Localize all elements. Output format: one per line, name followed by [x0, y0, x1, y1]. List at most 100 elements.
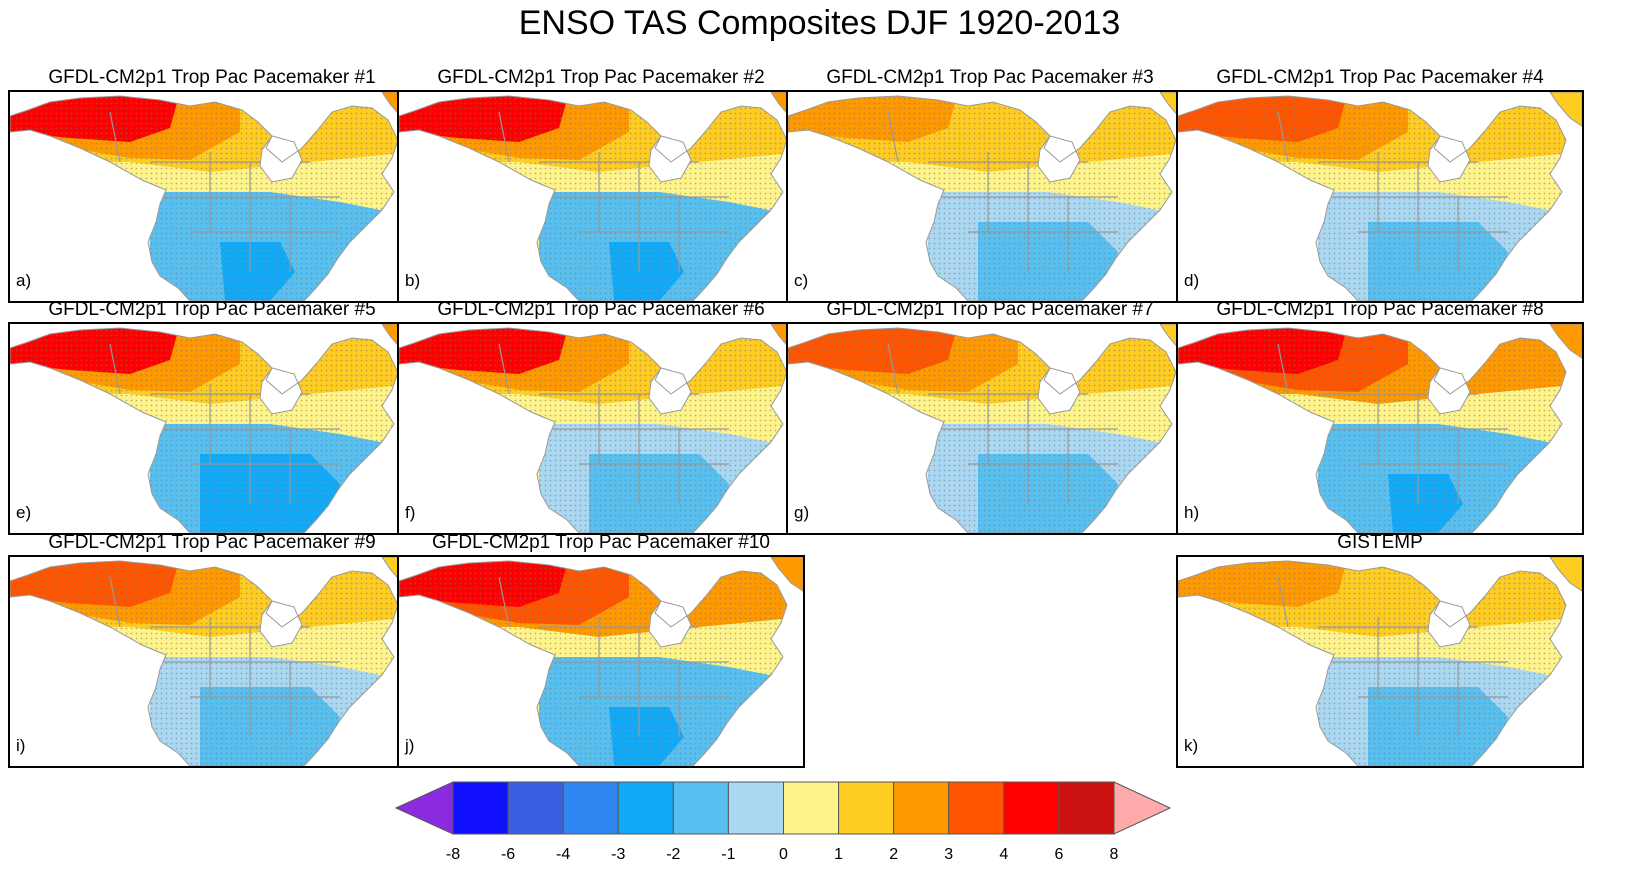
panel-title: GFDL-CM2p1 Trop Pac Pacemaker #3 — [826, 67, 1154, 88]
map-frame: f) — [397, 322, 805, 535]
coastline — [399, 95, 788, 301]
figure-title: ENSO TAS Composites DJF 1920-2013 — [518, 4, 1121, 42]
anomaly-field — [1178, 328, 1566, 533]
arctic-island — [1549, 92, 1582, 127]
coastline — [788, 327, 1177, 533]
coastline — [1178, 327, 1567, 533]
panel-title: GFDL-CM2p1 Trop Pac Pacemaker #7 — [826, 299, 1154, 320]
temperature-map — [399, 92, 803, 301]
panel-label: h) — [1184, 503, 1200, 522]
temperature-map — [10, 557, 414, 766]
colorbar-tick-label: 1 — [834, 846, 844, 863]
hudson-bay — [259, 135, 303, 183]
colorbar-swatch — [1058, 781, 1115, 835]
panel-title: GFDL-CM2p1 Trop Pac Pacemaker #6 — [437, 299, 765, 320]
map-frame: d) — [1176, 90, 1584, 303]
panel-label: i) — [16, 736, 26, 755]
colorbar-tick-label: -6 — [500, 846, 516, 863]
temperature-map — [788, 324, 1192, 533]
coastline — [10, 327, 399, 533]
panel-title: GFDL-CM2p1 Trop Pac Pacemaker #2 — [437, 67, 765, 88]
hudson-bay — [1427, 135, 1471, 183]
colorbar-under-arrow — [394, 781, 454, 835]
map-panel-6: GFDL-CM2p1 Trop Pac Pacemaker #6 f) — [397, 298, 805, 535]
colorbar-swatch — [507, 781, 564, 835]
anomaly-field — [10, 96, 398, 301]
coastline — [10, 95, 399, 301]
anomaly-field — [1178, 561, 1566, 766]
map-panel-8: GFDL-CM2p1 Trop Pac Pacemaker #8 h) — [1176, 298, 1584, 535]
panel-label: c) — [794, 271, 809, 290]
colorbar-tick-label: -2 — [666, 846, 681, 863]
map-frame: g) — [786, 322, 1194, 535]
colorbar-tick-label: 3 — [944, 846, 954, 863]
panel-label: g) — [794, 503, 810, 522]
panel-title: GFDL-CM2p1 Trop Pac Pacemaker #9 — [48, 532, 376, 553]
hudson-bay — [1427, 367, 1471, 415]
map-panel-7: GFDL-CM2p1 Trop Pac Pacemaker #7 g) — [786, 298, 1194, 535]
anomaly-field — [399, 328, 787, 533]
colorbar-swatch — [562, 781, 619, 835]
colorbar-swatch — [1003, 781, 1060, 835]
colorbar-over-arrow — [1113, 781, 1172, 835]
temperature-map — [10, 324, 414, 533]
map-frame: k) — [1176, 555, 1584, 768]
temperature-map — [399, 324, 803, 533]
coastline — [1178, 95, 1567, 301]
hudson-bay — [259, 600, 303, 648]
anomaly-field — [399, 96, 787, 301]
panel-title: GFDL-CM2p1 Trop Pac Pacemaker #8 — [1216, 299, 1544, 320]
map-frame: a) — [8, 90, 416, 303]
map-panel-1: GFDL-CM2p1 Trop Pac Pacemaker #1 a) — [8, 66, 416, 303]
map-panel-9: GFDL-CM2p1 Trop Pac Pacemaker #9 i) — [8, 531, 416, 768]
hudson-bay — [648, 600, 692, 648]
coastline — [1178, 560, 1567, 766]
coastline — [399, 327, 788, 533]
coastline — [788, 95, 1177, 301]
temperature-map — [1178, 324, 1582, 533]
temperature-map — [1178, 92, 1582, 301]
map-frame: j) — [397, 555, 805, 768]
colorbar-swatch — [948, 781, 1005, 835]
colorbar-swatch — [452, 781, 509, 835]
map-panel-5: GFDL-CM2p1 Trop Pac Pacemaker #5 e) — [8, 298, 416, 535]
colorbar-tick-label: 2 — [889, 846, 899, 863]
panel-label: d) — [1184, 271, 1200, 290]
colorbar-swatch — [783, 781, 840, 835]
hudson-bay — [1037, 135, 1081, 183]
panel-title: GFDL-CM2p1 Trop Pac Pacemaker #4 — [1216, 67, 1544, 88]
panel-label: k) — [1184, 736, 1199, 755]
map-frame: c) — [786, 90, 1194, 303]
panel-label: a) — [16, 271, 32, 290]
colorbar-swatch — [893, 781, 950, 835]
colorbar-tick-label: 8 — [1109, 846, 1119, 863]
panel-title: GFDL-CM2p1 Trop Pac Pacemaker #10 — [432, 532, 770, 553]
anomaly-field — [10, 561, 398, 766]
anomaly-field — [788, 96, 1176, 301]
colorbar-swatch — [617, 781, 674, 835]
hudson-bay — [1427, 600, 1471, 648]
hudson-bay — [1037, 367, 1081, 415]
hudson-bay — [648, 367, 692, 415]
map-panel-11: GISTEMP k) — [1176, 531, 1584, 768]
map-panel-3: GFDL-CM2p1 Trop Pac Pacemaker #3 c) — [786, 66, 1194, 303]
arctic-island — [1549, 324, 1582, 359]
colorbar-tick-label: 0 — [779, 846, 788, 863]
panel-label: f) — [405, 503, 416, 522]
panel-title: GISTEMP — [1337, 532, 1423, 553]
temperature-map — [1178, 557, 1582, 766]
temperature-map — [788, 92, 1192, 301]
anomaly-field — [1178, 96, 1566, 301]
map-panel-2: GFDL-CM2p1 Trop Pac Pacemaker #2 b) — [397, 66, 805, 303]
arctic-island — [1549, 557, 1582, 592]
colorbar-tick-label: -4 — [556, 846, 571, 863]
colorbar-tick-label: 6 — [1054, 846, 1064, 863]
map-frame: e) — [8, 322, 416, 535]
hudson-bay — [259, 367, 303, 415]
map-frame: b) — [397, 90, 805, 303]
colorbar-tick-label: -3 — [611, 846, 626, 863]
coastline — [10, 560, 399, 766]
colorbar-swatch — [727, 781, 785, 835]
colorbar-tick-label: -1 — [721, 846, 736, 863]
panel-title: GFDL-CM2p1 Trop Pac Pacemaker #5 — [48, 299, 376, 320]
